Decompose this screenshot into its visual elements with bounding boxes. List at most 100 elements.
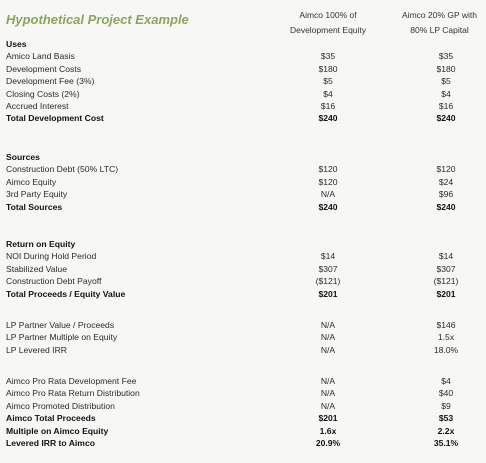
row-label: Stabilized Value: [6, 263, 67, 274]
value-cell: $4: [441, 376, 451, 386]
table-row: Amico Land Basis $35 $35: [6, 50, 486, 62]
value-cell: ($121): [315, 276, 341, 287]
table-row: Closing Costs (2%) $4 $4: [6, 88, 486, 100]
column-header-line: Aimco 100% of: [299, 10, 357, 20]
table-row: Development Fee (3%) $5 $5: [6, 75, 486, 87]
value-cell: $240: [318, 113, 338, 124]
row-label: Aimco Total Proceeds: [6, 413, 96, 424]
value-cell: $180: [318, 63, 338, 74]
value-cell: $146: [436, 320, 456, 330]
row-label: Aimco Promoted Distribution: [6, 400, 115, 411]
value-cell: $201: [318, 288, 338, 299]
value-cell: $307: [436, 263, 456, 274]
value-cell: $240: [436, 201, 456, 212]
total-row: Multiple on Aimco Equity 1.6x 2.2x: [6, 425, 486, 437]
value-cell: N/A: [320, 376, 336, 386]
column-header-aimco-100: Aimco 100% of Development Equity: [276, 8, 380, 38]
value-cell: 2.2x: [437, 425, 455, 436]
table-row: Accrued Interest $16 $16: [6, 100, 486, 112]
value-cell: $16: [320, 100, 336, 111]
row-label: Total Sources: [6, 201, 63, 212]
table-row: Construction Debt Payoff ($121) ($121): [6, 275, 486, 287]
value-cell: $16: [438, 100, 454, 111]
row-label: Development Fee (3%): [6, 76, 95, 87]
table-row: Aimco Promoted Distribution N/A $9: [6, 400, 486, 412]
row-label: Accrued Interest: [6, 100, 69, 111]
value-cell: N/A: [320, 332, 336, 343]
value-cell: 1.5x: [437, 332, 455, 343]
table-row: NOI During Hold Period $14 $14: [6, 250, 486, 262]
column-header-line: Development Equity: [289, 25, 367, 35]
value-cell: $24: [438, 176, 454, 187]
aimco-section: Aimco Pro Rata Development Fee N/A $4 Aimc…: [6, 375, 486, 449]
table-row: LP Levered IRR N/A 18.0%: [6, 344, 486, 356]
value-cell: $40: [438, 388, 454, 399]
value-cell: $53: [438, 413, 454, 424]
return-on-equity-section: Return on Equity NOI During Hold Period $…: [6, 238, 486, 300]
page-title: Hypothetical Project Example: [6, 12, 189, 27]
value-cell: 35.1%: [433, 437, 459, 448]
value-cell: 20.9%: [315, 437, 341, 448]
value-cell: 18.0%: [433, 344, 459, 355]
value-cell: $14: [320, 251, 336, 262]
table-row: Aimco Equity $120 $24: [6, 176, 486, 188]
sources-section: Sources Construction Debt (50% LTC) $120 $…: [6, 151, 486, 213]
value-cell: $5: [441, 76, 451, 87]
column-header-line: Aimco 20% GP with: [402, 10, 477, 20]
value-cell: $307: [318, 263, 338, 274]
section-header-uses: Uses: [6, 39, 27, 49]
table-row: LP Partner Value / Proceeds N/A $146: [6, 319, 486, 331]
total-row: Total Sources $240 $240: [6, 201, 486, 213]
value-cell: $201: [318, 413, 338, 424]
column-header-aimco-20-gp: Aimco 20% GP with 80% LP Capital: [382, 8, 486, 38]
row-label: Closing Costs (2%): [6, 88, 80, 99]
section-header-return-on-equity: Return on Equity: [6, 239, 76, 249]
value-cell: N/A: [320, 400, 336, 411]
value-cell: N/A: [320, 189, 336, 200]
value-cell: $180: [436, 63, 456, 74]
value-cell: $35: [320, 51, 336, 62]
row-label: Multiple on Aimco Equity: [6, 425, 109, 436]
value-cell: $4: [323, 88, 333, 99]
row-label: Construction Debt Payoff: [6, 276, 102, 287]
total-row: Total Development Cost $240 $240: [6, 112, 486, 124]
row-label: 3rd Party Equity: [6, 189, 68, 200]
uses-section: Uses Amico Land Basis $35 $35 Development …: [6, 38, 486, 125]
value-cell: ($121): [433, 276, 459, 287]
row-label: Construction Debt (50% LTC): [6, 164, 119, 175]
row-label: Amico Land Basis: [6, 51, 75, 62]
value-cell: N/A: [320, 320, 336, 330]
total-row: Total Proceeds / Equity Value $201 $201: [6, 288, 486, 300]
value-cell: $35: [438, 51, 454, 62]
table-row: Construction Debt (50% LTC) $120 $120: [6, 163, 486, 175]
row-label: LP Partner Value / Proceeds: [6, 320, 115, 330]
total-row: Aimco Total Proceeds $201 $53: [6, 412, 486, 424]
value-cell: $201: [436, 288, 456, 299]
lp-section: LP Partner Value / Proceeds N/A $146 LP Pa…: [6, 319, 486, 356]
column-header-line: 80% LP Capital: [410, 25, 469, 35]
row-label: Aimco Equity: [6, 176, 57, 187]
row-label: Levered IRR to Aimco: [6, 437, 95, 448]
value-cell: $96: [438, 189, 454, 200]
table-row: 3rd Party Equity N/A $96: [6, 188, 486, 200]
value-cell: $5: [323, 76, 333, 87]
table-row: Aimco Pro Rata Return Distribution N/A $40: [6, 387, 486, 399]
row-label: LP Partner Multiple on Equity: [6, 332, 118, 343]
value-cell: 1.6x: [319, 425, 337, 436]
row-label: NOI During Hold Period: [6, 251, 97, 262]
value-cell: $4: [441, 88, 451, 99]
table-row: Stabilized Value $307 $307: [6, 263, 486, 275]
row-label: LP Levered IRR: [6, 344, 67, 355]
row-label: Development Costs: [6, 63, 81, 74]
table-row: LP Partner Multiple on Equity N/A 1.5x: [6, 331, 486, 343]
row-label: Aimco Pro Rata Return Distribution: [6, 388, 140, 399]
value-cell: $14: [438, 251, 454, 262]
value-cell: $240: [318, 201, 338, 212]
table-row: Development Costs $180 $180: [6, 63, 486, 75]
value-cell: $120: [318, 164, 338, 175]
value-cell: $9: [441, 400, 451, 411]
value-cell: $120: [436, 164, 456, 175]
row-label: Aimco Pro Rata Development Fee: [6, 376, 137, 386]
value-cell: N/A: [320, 388, 336, 399]
row-label: Total Development Cost: [6, 113, 104, 124]
